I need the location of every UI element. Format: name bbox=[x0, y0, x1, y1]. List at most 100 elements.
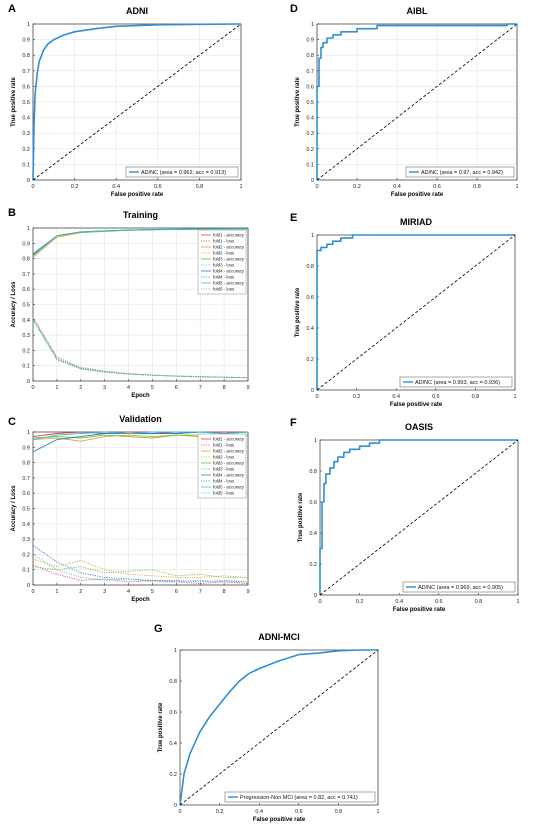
x-tick-label: 0.4 bbox=[112, 184, 120, 190]
y-tick-label: 0 bbox=[314, 593, 317, 599]
panel-f: F OASIS 0 0.2 0.4 0.6 0.8 1 0 0.2 0.4 0.6 0.8 1 False … bbox=[290, 417, 520, 613]
y-tick-label: 0.1 bbox=[306, 162, 314, 168]
y-tick-label: 0.9 bbox=[22, 241, 30, 247]
series-line bbox=[32, 554, 248, 583]
y-tick-label: 0.7 bbox=[22, 476, 30, 482]
x-axis-label: False positive rate bbox=[393, 607, 446, 613]
x-tick-label: 0 bbox=[31, 184, 34, 190]
chance-line bbox=[319, 439, 519, 596]
series-line bbox=[32, 228, 249, 256]
x-tick-label: 4 bbox=[127, 589, 130, 595]
x-tick-label: 0.2 bbox=[71, 184, 79, 190]
x-tick-label: 5 bbox=[151, 589, 154, 595]
legend-entry: fold5 - accuracy bbox=[213, 485, 245, 490]
x-tick-label: 1 bbox=[55, 385, 58, 391]
panel-a: A ADNI 0 0.2 0.4 0.6 0.8 1 0 0.1 0.2 0.3 0.4 0.5 0.6 0.… bbox=[8, 3, 243, 198]
x-axis-label: False positive rate bbox=[111, 192, 164, 198]
panel-letter: F bbox=[290, 417, 297, 429]
legend-entry: Progression-Non MCI (area = 0.82, acc = … bbox=[240, 795, 358, 801]
y-axis-label: Accuracy / Loss bbox=[11, 485, 17, 532]
y-tick-label: 0.4 bbox=[22, 522, 30, 528]
series-line bbox=[32, 318, 249, 378]
x-tick-label: 0.2 bbox=[216, 809, 224, 815]
y-axis-label: True positive rate bbox=[298, 492, 304, 542]
x-tick-label: 6 bbox=[175, 385, 178, 391]
x-tick-label: 0.8 bbox=[335, 809, 343, 815]
chart-title: ADNI-MCI bbox=[258, 632, 300, 642]
x-tick-label: 3 bbox=[103, 385, 106, 391]
y-tick-label: 0.1 bbox=[22, 364, 30, 370]
x-axis-label: False positive rate bbox=[391, 192, 444, 198]
legend bbox=[224, 791, 376, 803]
x-tick-label: 0.4 bbox=[395, 599, 403, 605]
y-tick-label: 0.7 bbox=[22, 272, 30, 278]
y-tick-label: 0.8 bbox=[306, 264, 314, 270]
y-axis-label: True positive rate bbox=[295, 76, 301, 126]
chart-title: OASIS bbox=[405, 422, 433, 432]
y-tick-label: 0.1 bbox=[22, 568, 30, 574]
x-tick-label: 0.6 bbox=[432, 394, 440, 400]
legend-entry: fold5 - accuracy bbox=[213, 281, 245, 286]
y-tick-label: 0.9 bbox=[22, 38, 30, 44]
x-tick-label: 0 bbox=[318, 599, 321, 605]
y-axis-label: True positive rate bbox=[295, 287, 301, 337]
y-tick-label: 0.1 bbox=[22, 162, 30, 168]
x-tick-label: 1 bbox=[516, 599, 519, 605]
x-axis-label: False positive rate bbox=[390, 402, 443, 408]
y-tick-label: 0.9 bbox=[22, 445, 30, 451]
legend-entry: fold1 - loss bbox=[213, 443, 235, 448]
y-tick-label: 0.2 bbox=[22, 147, 30, 153]
legend-entry: fold1 - accuracy bbox=[213, 233, 245, 238]
y-tick-label: 0 bbox=[311, 178, 314, 184]
y-tick-label: 0.4 bbox=[306, 116, 314, 122]
y-tick-label: 0.3 bbox=[22, 131, 30, 137]
y-tick-label: 0.8 bbox=[169, 679, 177, 685]
series-line bbox=[32, 23, 242, 181]
legend bbox=[405, 166, 515, 178]
legend-entry: fold3 - loss bbox=[213, 263, 235, 268]
x-tick-label: 8 bbox=[223, 385, 226, 391]
x-tick-label: 7 bbox=[199, 385, 202, 391]
y-tick-label: 0.6 bbox=[169, 710, 177, 716]
x-tick-label: 3 bbox=[103, 589, 106, 595]
y-tick-label: 1 bbox=[27, 226, 30, 232]
chance-line bbox=[316, 23, 518, 181]
x-tick-label: 1 bbox=[239, 184, 242, 190]
series-line bbox=[32, 566, 248, 578]
y-tick-label: 0.3 bbox=[22, 333, 30, 339]
legend-entry: fold4 - accuracy bbox=[213, 473, 245, 478]
y-tick-label: 0.3 bbox=[22, 537, 30, 543]
legend-entry: fold2 - accuracy bbox=[213, 245, 245, 250]
y-tick-label: 0.8 bbox=[306, 53, 314, 59]
x-tick-label: 0.8 bbox=[473, 184, 481, 190]
y-tick-label: 0.5 bbox=[22, 303, 30, 309]
x-tick-label: 0 bbox=[315, 394, 318, 400]
panel-letter: B bbox=[8, 207, 16, 219]
x-tick-label: 1 bbox=[513, 394, 516, 400]
y-tick-label: 0 bbox=[174, 803, 177, 809]
y-tick-label: 0.4 bbox=[22, 318, 30, 324]
y-tick-label: 0.8 bbox=[309, 469, 317, 475]
x-tick-label: 0.4 bbox=[255, 809, 263, 815]
series-line bbox=[319, 439, 518, 595]
y-tick-label: 0.6 bbox=[22, 287, 30, 293]
y-tick-label: 0.2 bbox=[22, 348, 30, 354]
panel-g: G ADNI-MCI 0 0.2 0.4 0.6 0.8 1 0 0.2 0.4 0.6 0.8 1 Fal… bbox=[154, 623, 380, 823]
y-tick-label: 0.8 bbox=[22, 461, 30, 467]
y-tick-label: 0.3 bbox=[306, 131, 314, 137]
panel-b: B Training 0 1 2 3 4 5 6 7 8 9 0 0.1 0.2 0.3 0.4 0.5 0.6 0.… bbox=[8, 207, 250, 399]
x-tick-label: 0.6 bbox=[295, 809, 303, 815]
y-axis-label: True positive rate bbox=[158, 702, 164, 752]
x-tick-label: 5 bbox=[151, 385, 154, 391]
x-tick-label: 2 bbox=[79, 589, 82, 595]
y-axis-label: True positive rate bbox=[11, 76, 17, 126]
y-tick-label: 0.7 bbox=[306, 69, 314, 75]
panel-letter: G bbox=[154, 623, 163, 635]
legend-entry: fold3 - accuracy bbox=[213, 461, 245, 466]
x-tick-label: 6 bbox=[175, 589, 178, 595]
panel-letter: C bbox=[8, 416, 16, 428]
x-tick-label: 0.8 bbox=[472, 394, 480, 400]
legend-entry: fold5 - loss bbox=[213, 491, 235, 496]
legend-entry: fold5 - loss bbox=[213, 287, 235, 292]
